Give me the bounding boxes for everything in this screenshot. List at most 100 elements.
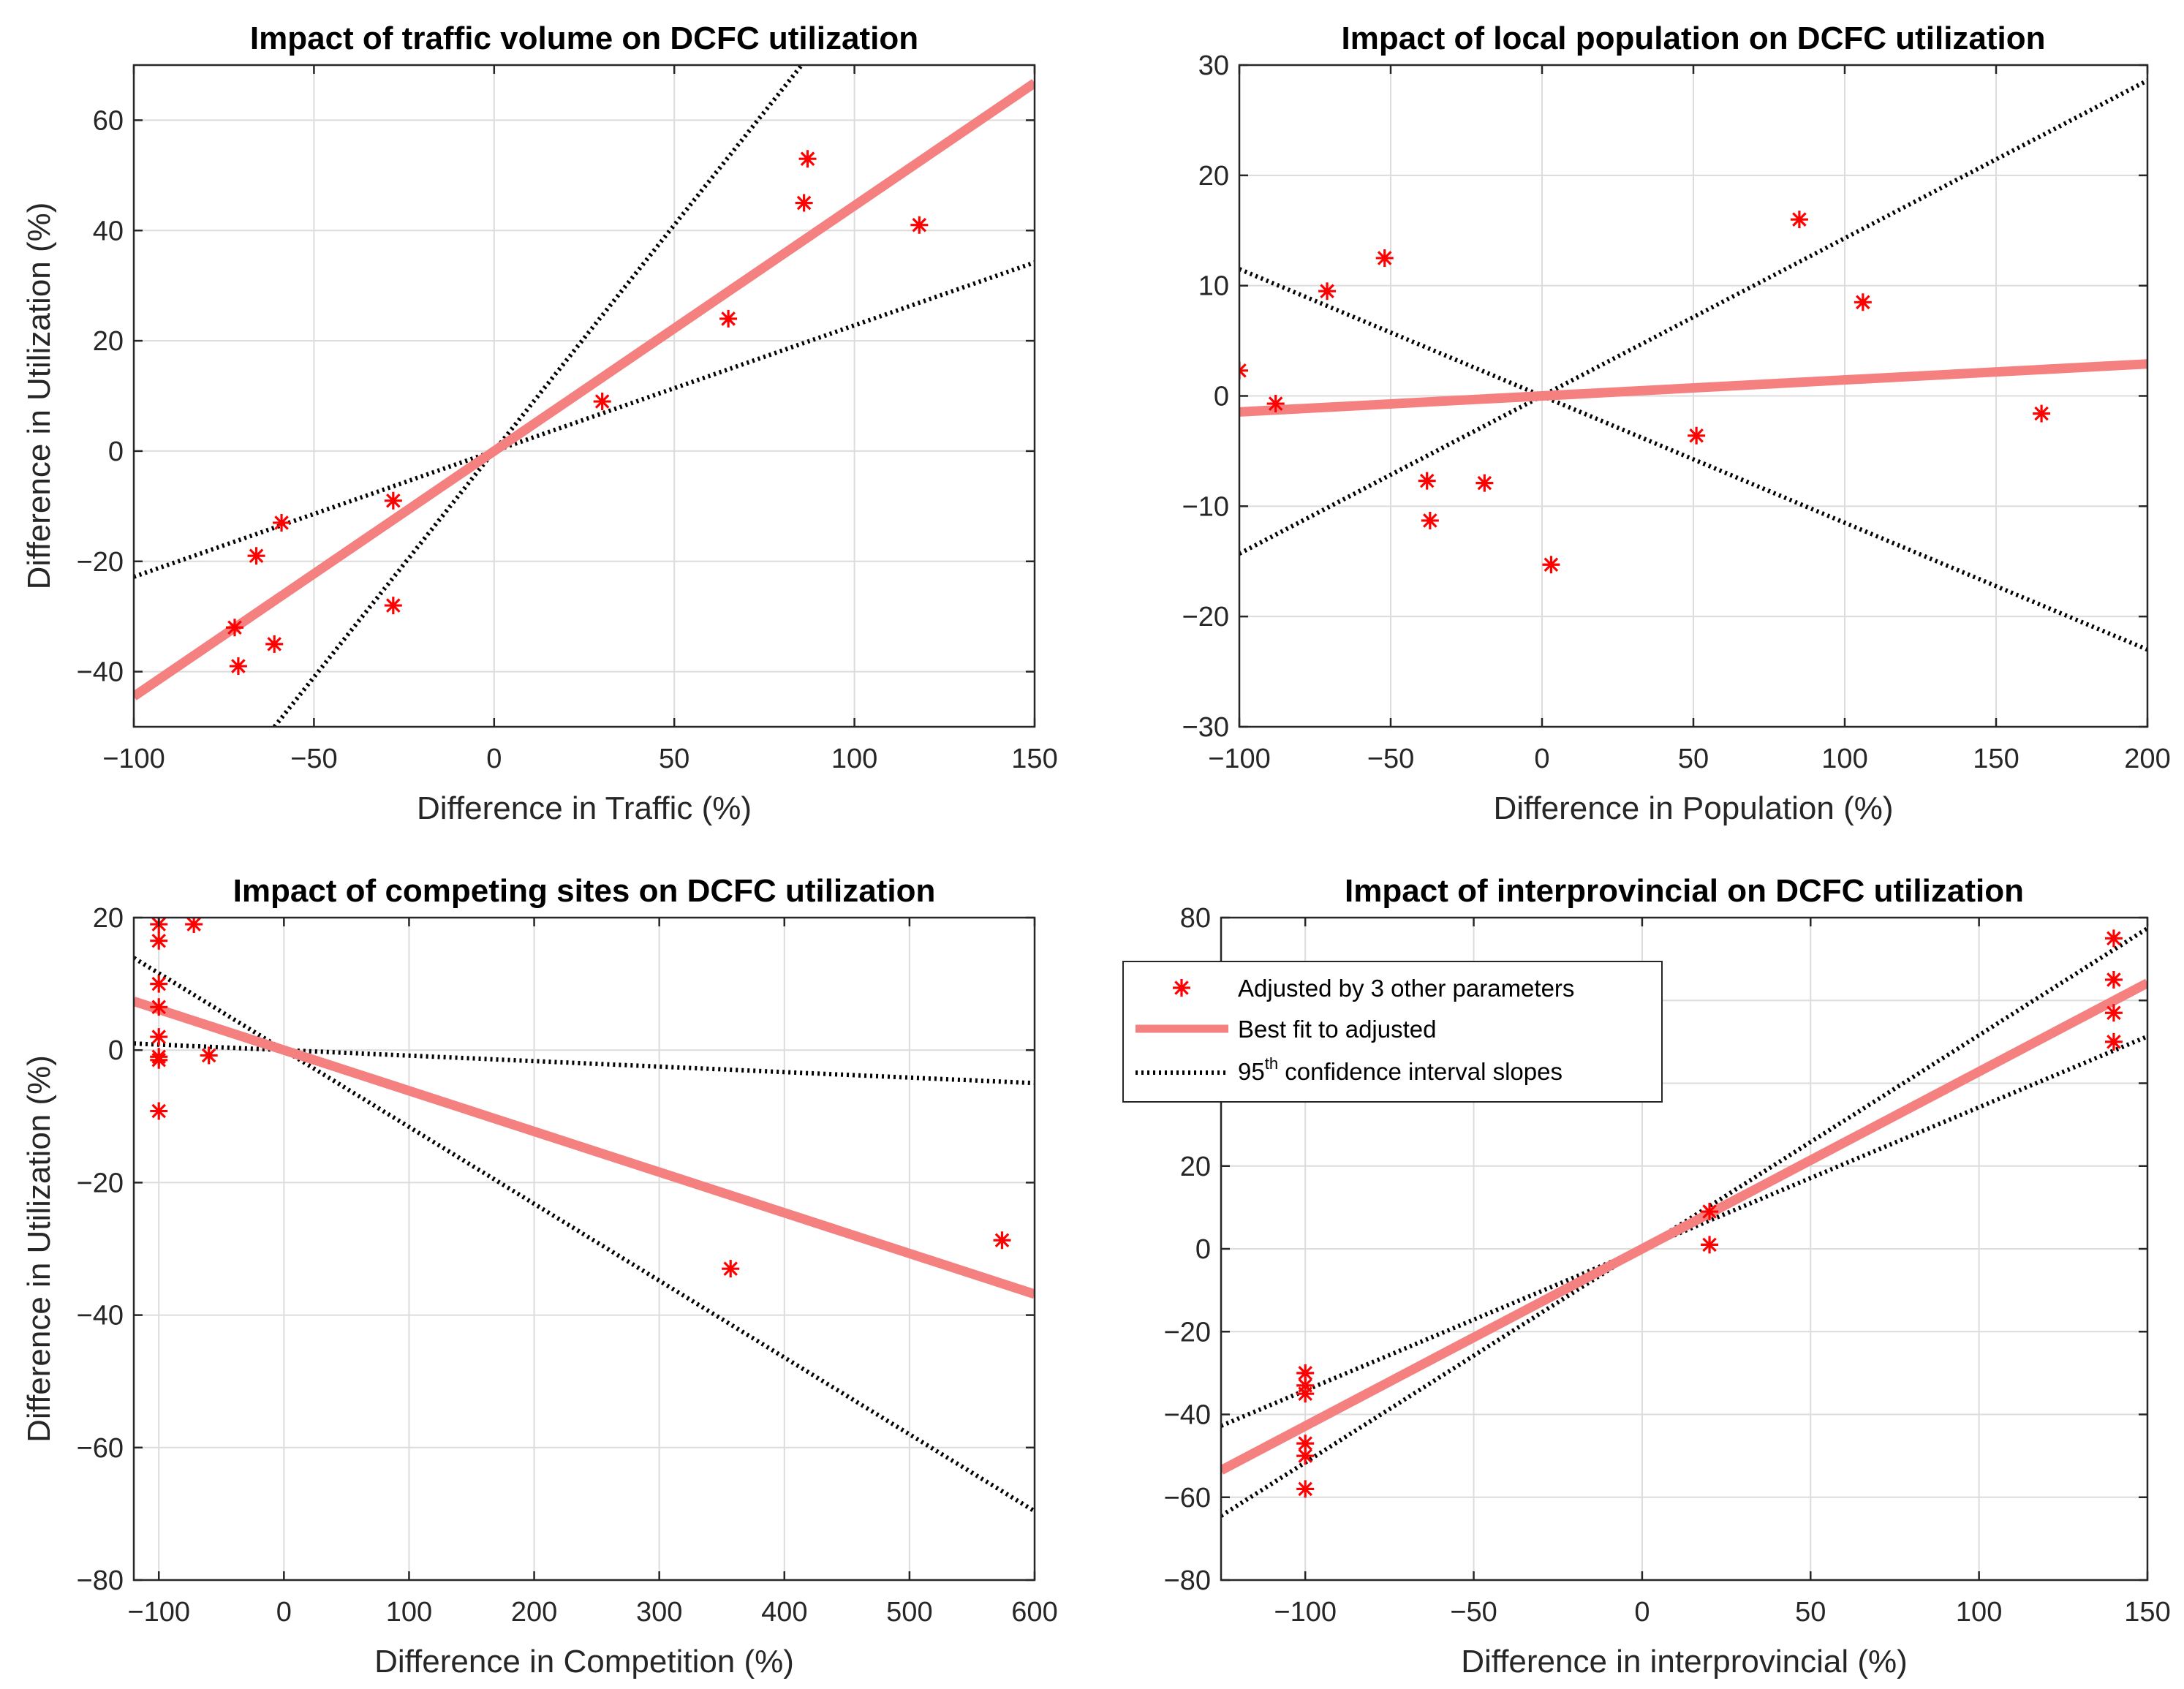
interprovincial-x-tick-label: 0 bbox=[1634, 1597, 1650, 1628]
population-data-point bbox=[1542, 556, 1560, 574]
interprovincial-ci-line-1 bbox=[1221, 1034, 2147, 1428]
population-data-point bbox=[2033, 404, 2051, 423]
traffic-data-point bbox=[225, 619, 243, 637]
traffic-y-tick-label: 60 bbox=[93, 105, 124, 136]
competition-data-point bbox=[185, 918, 203, 934]
competition-y-tick-label: 0 bbox=[108, 1035, 124, 1066]
panel-population: −100 −50 0 50 100 150 200−30−20−100102030Impac… bbox=[1182, 20, 2171, 826]
competition-data-point bbox=[150, 932, 168, 950]
traffic-series bbox=[134, 65, 1035, 727]
interprovincial-y-tick-label: −40 bbox=[1164, 1400, 1211, 1431]
traffic-x-tick-label: 0 bbox=[486, 744, 502, 774]
interprovincial-data-point bbox=[2104, 929, 2123, 948]
interprovincial-y-tick-label: −80 bbox=[1164, 1565, 1211, 1596]
population-data-point bbox=[1854, 293, 1872, 311]
competition-x-tick-label: 0 bbox=[276, 1597, 292, 1628]
competition-data-point bbox=[200, 1046, 218, 1065]
competition-data-point bbox=[150, 975, 168, 993]
competition-x-tick-label: −100 bbox=[127, 1597, 190, 1628]
competition-y-tick-label: 20 bbox=[93, 903, 124, 934]
interprovincial-y-tick-label: 20 bbox=[1180, 1152, 1211, 1182]
traffic-axes-box bbox=[132, 64, 1036, 728]
population-y-tick-label: 0 bbox=[1214, 382, 1229, 412]
population-x-tick-label: 150 bbox=[1973, 744, 2019, 774]
interprovincial-x-tick-label: 150 bbox=[2124, 1597, 2170, 1628]
population-title: Impact of local population on DCFC utili… bbox=[1341, 20, 2045, 56]
interprovincial-data-point bbox=[2104, 1032, 2123, 1051]
population-data-point bbox=[1688, 426, 1706, 445]
interprovincial-y-tick-label: 0 bbox=[1195, 1234, 1211, 1265]
traffic-x-tick-label: 50 bbox=[659, 744, 689, 774]
population-y-tick-label: 10 bbox=[1198, 271, 1229, 302]
legend-ci-suffix: confidence interval slopes bbox=[1278, 1058, 1563, 1085]
population-x-axis-label: Difference in Population (%) bbox=[1493, 790, 1893, 826]
interprovincial-data-point bbox=[1296, 1435, 1315, 1453]
traffic-data-point bbox=[247, 547, 265, 565]
traffic-x-tick-label: −100 bbox=[102, 744, 165, 774]
interprovincial-data-point bbox=[1296, 1364, 1315, 1382]
traffic-data-point bbox=[265, 635, 284, 653]
population-y-tick-label: −30 bbox=[1182, 712, 1229, 743]
legend-ci-label: 95th confidence interval slopes bbox=[1238, 1054, 1563, 1085]
traffic-x-tick-label: 100 bbox=[831, 744, 877, 774]
traffic-data-point bbox=[719, 309, 738, 328]
interprovincial-data-point bbox=[1701, 1203, 1719, 1221]
traffic-y-tick-label: 0 bbox=[108, 437, 124, 467]
traffic-data-point bbox=[795, 194, 813, 212]
population-x-tick-label: 0 bbox=[1534, 744, 1549, 774]
competition-ci-line-1 bbox=[134, 1041, 1035, 1086]
population-data-point bbox=[1790, 211, 1808, 229]
competition-fit-line bbox=[134, 997, 1035, 1299]
competition-x-tick-label: 200 bbox=[511, 1597, 557, 1628]
interprovincial-x-axis-label: Difference in interprovincial (%) bbox=[1461, 1644, 1908, 1679]
competition-x-tick-label: 300 bbox=[636, 1597, 682, 1628]
competition-data-point bbox=[150, 1028, 168, 1046]
interprovincial-data-point bbox=[1296, 1447, 1315, 1465]
interprovincial-fit-line bbox=[1221, 978, 2147, 1475]
legend-ci-prefix: 95 bbox=[1238, 1058, 1265, 1085]
competition-x-tick-label: 600 bbox=[1011, 1597, 1057, 1628]
population-y-tick-label: −20 bbox=[1182, 602, 1229, 632]
population-x-tick-label: 100 bbox=[1821, 744, 1867, 774]
population-data-point bbox=[1318, 282, 1337, 301]
traffic-data-point bbox=[384, 597, 402, 615]
population-ci-line-1 bbox=[1239, 78, 2147, 556]
traffic-y-tick-label: −40 bbox=[77, 657, 124, 688]
population-x-tick-label: −50 bbox=[1367, 744, 1414, 774]
traffic-ci-line-2 bbox=[272, 65, 804, 727]
traffic-plot-area bbox=[134, 65, 1035, 727]
interprovincial-data-point bbox=[2104, 1004, 2123, 1022]
competition-data-point bbox=[722, 1260, 740, 1278]
competition-y-tick-label: −80 bbox=[77, 1565, 124, 1596]
legend-adjusted-label: Adjusted by 3 other parameters bbox=[1238, 975, 1574, 1002]
interprovincial-x-tick-label: 50 bbox=[1795, 1597, 1826, 1628]
population-y-tick-label: −10 bbox=[1182, 491, 1229, 522]
legend: Adjusted by 3 other parameters Best fit … bbox=[1122, 961, 1663, 1103]
panel-competition: −100 0 100 200 300 400 500 600 −80 −60 −40 −20 0 20 Im… bbox=[21, 873, 1058, 1679]
competition-data-point bbox=[150, 1102, 168, 1120]
panel-traffic: −100 −50 0 50 100 150 −40 −20 0 20 40 60 Impact of t… bbox=[21, 20, 1058, 826]
interprovincial-data-point bbox=[2104, 970, 2123, 989]
competition-data-point bbox=[150, 1051, 168, 1069]
population-data-point bbox=[1266, 395, 1285, 413]
population-y-tick-label: 20 bbox=[1198, 161, 1229, 192]
interprovincial-data-point bbox=[1296, 1385, 1315, 1403]
interprovincial-title: Impact of interprovincial on DCFC utiliz… bbox=[1345, 873, 2024, 909]
interprovincial-x-tick-label: −50 bbox=[1450, 1597, 1497, 1628]
competition-x-axis-label: Difference in Competition (%) bbox=[374, 1644, 794, 1679]
competition-y-axis-label: Difference in Utilization (%) bbox=[21, 1055, 57, 1443]
competition-y-tick-label: −20 bbox=[77, 1168, 124, 1198]
legend-star bbox=[1173, 979, 1190, 997]
interprovincial-y-tick-label: −20 bbox=[1164, 1317, 1211, 1348]
population-data-point bbox=[1421, 511, 1439, 529]
population-data-point bbox=[1418, 472, 1436, 490]
competition-data-point bbox=[150, 998, 168, 1016]
population-fit-line bbox=[1239, 359, 2147, 417]
traffic-y-tick-label: −20 bbox=[77, 547, 124, 578]
population-data-point bbox=[1375, 249, 1394, 267]
traffic-y-tick-label: 40 bbox=[93, 216, 124, 246]
interprovincial-data-point bbox=[1701, 1236, 1719, 1254]
interprovincial-y-tick-label: −60 bbox=[1164, 1483, 1211, 1514]
interprovincial-series bbox=[1221, 926, 2147, 1518]
